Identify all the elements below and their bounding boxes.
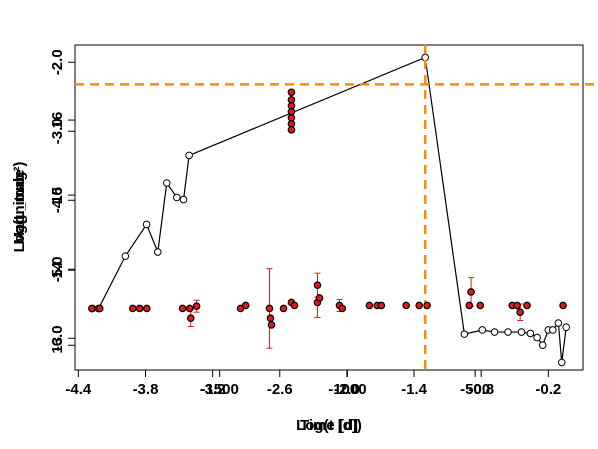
data-point [490, 328, 499, 336]
data-point [423, 301, 431, 310]
data-point [143, 304, 151, 313]
x-tick-label: -4.4 [65, 381, 92, 398]
data-point [460, 330, 469, 338]
data-point [365, 301, 374, 310]
data-point [548, 326, 557, 334]
x-tick-label: -0.2 [535, 381, 561, 398]
data-point [421, 53, 430, 62]
data-point [377, 301, 386, 310]
data-point [95, 304, 104, 313]
data-point [538, 341, 547, 349]
plot-box [74, 44, 584, 371]
data-point [467, 288, 475, 296]
data-point [241, 301, 250, 310]
x-tick-label: -2.6 [267, 381, 293, 398]
data-point [465, 301, 474, 310]
y-tick-label: 13 [49, 337, 66, 354]
y-tick-label: -3.0 [49, 118, 66, 144]
x-tick-label: -3.8 [133, 381, 159, 398]
data-point [476, 301, 485, 310]
data-point [513, 301, 521, 310]
data-point [402, 301, 410, 310]
data-point [517, 328, 526, 336]
y-tick-label: -2.0 [49, 49, 66, 75]
data-point [142, 220, 151, 229]
data-point [266, 314, 275, 323]
data-point [267, 321, 276, 329]
data-point [135, 304, 144, 313]
data-point [265, 304, 274, 313]
data-point [121, 252, 130, 260]
data-point [178, 304, 187, 313]
data-point [88, 304, 96, 313]
data-point [415, 301, 424, 310]
y-tick-label: 15 [49, 187, 66, 204]
data-point [523, 301, 531, 310]
y-tick-label: -6.0 [49, 325, 66, 351]
data-point [554, 319, 563, 327]
data-point [557, 358, 566, 367]
data-point [154, 248, 162, 256]
data-point [504, 328, 512, 336]
data-point [478, 326, 487, 334]
data-point [185, 304, 194, 313]
data-point [313, 281, 322, 289]
data-point [290, 301, 299, 310]
data-point [186, 314, 195, 323]
data-point [179, 195, 188, 204]
data-point [279, 304, 288, 313]
data-point [516, 308, 524, 317]
data-point [185, 151, 193, 160]
data-point [192, 302, 201, 311]
data-point [562, 323, 571, 332]
data-point [173, 193, 181, 202]
data-point [533, 333, 541, 342]
x-tick-label: -3.2 [200, 381, 226, 398]
data-point [559, 301, 567, 310]
data-point [526, 329, 535, 338]
x-axis-label: Log(t [d]) [296, 417, 362, 434]
data-point [315, 294, 324, 302]
data-point [287, 126, 296, 134]
x-tick-label: -500 [460, 381, 490, 398]
data-point [162, 179, 171, 187]
y-tick-label: -5.0 [49, 256, 66, 282]
data-line [92, 56, 567, 363]
x-tick-label: -2.0 [334, 381, 360, 398]
x-tick-label: -1000 [328, 381, 366, 398]
x-axis-label: Time [d] [300, 417, 358, 434]
y-axis-label: Log(L_mag²) [11, 162, 28, 253]
data-point [128, 304, 137, 313]
x-tick-label: -0.8 [468, 381, 494, 398]
data-point [338, 304, 347, 313]
y-axis-label: Magnitude [11, 170, 28, 245]
y-tick-label: 14 [49, 261, 66, 278]
x-tick-label: -1.4 [401, 381, 428, 398]
y-tick-label: -4.0 [49, 187, 66, 213]
data-point [287, 88, 296, 97]
x-tick-label: -1500 [200, 381, 238, 398]
y-tick-label: 16 [49, 112, 66, 129]
